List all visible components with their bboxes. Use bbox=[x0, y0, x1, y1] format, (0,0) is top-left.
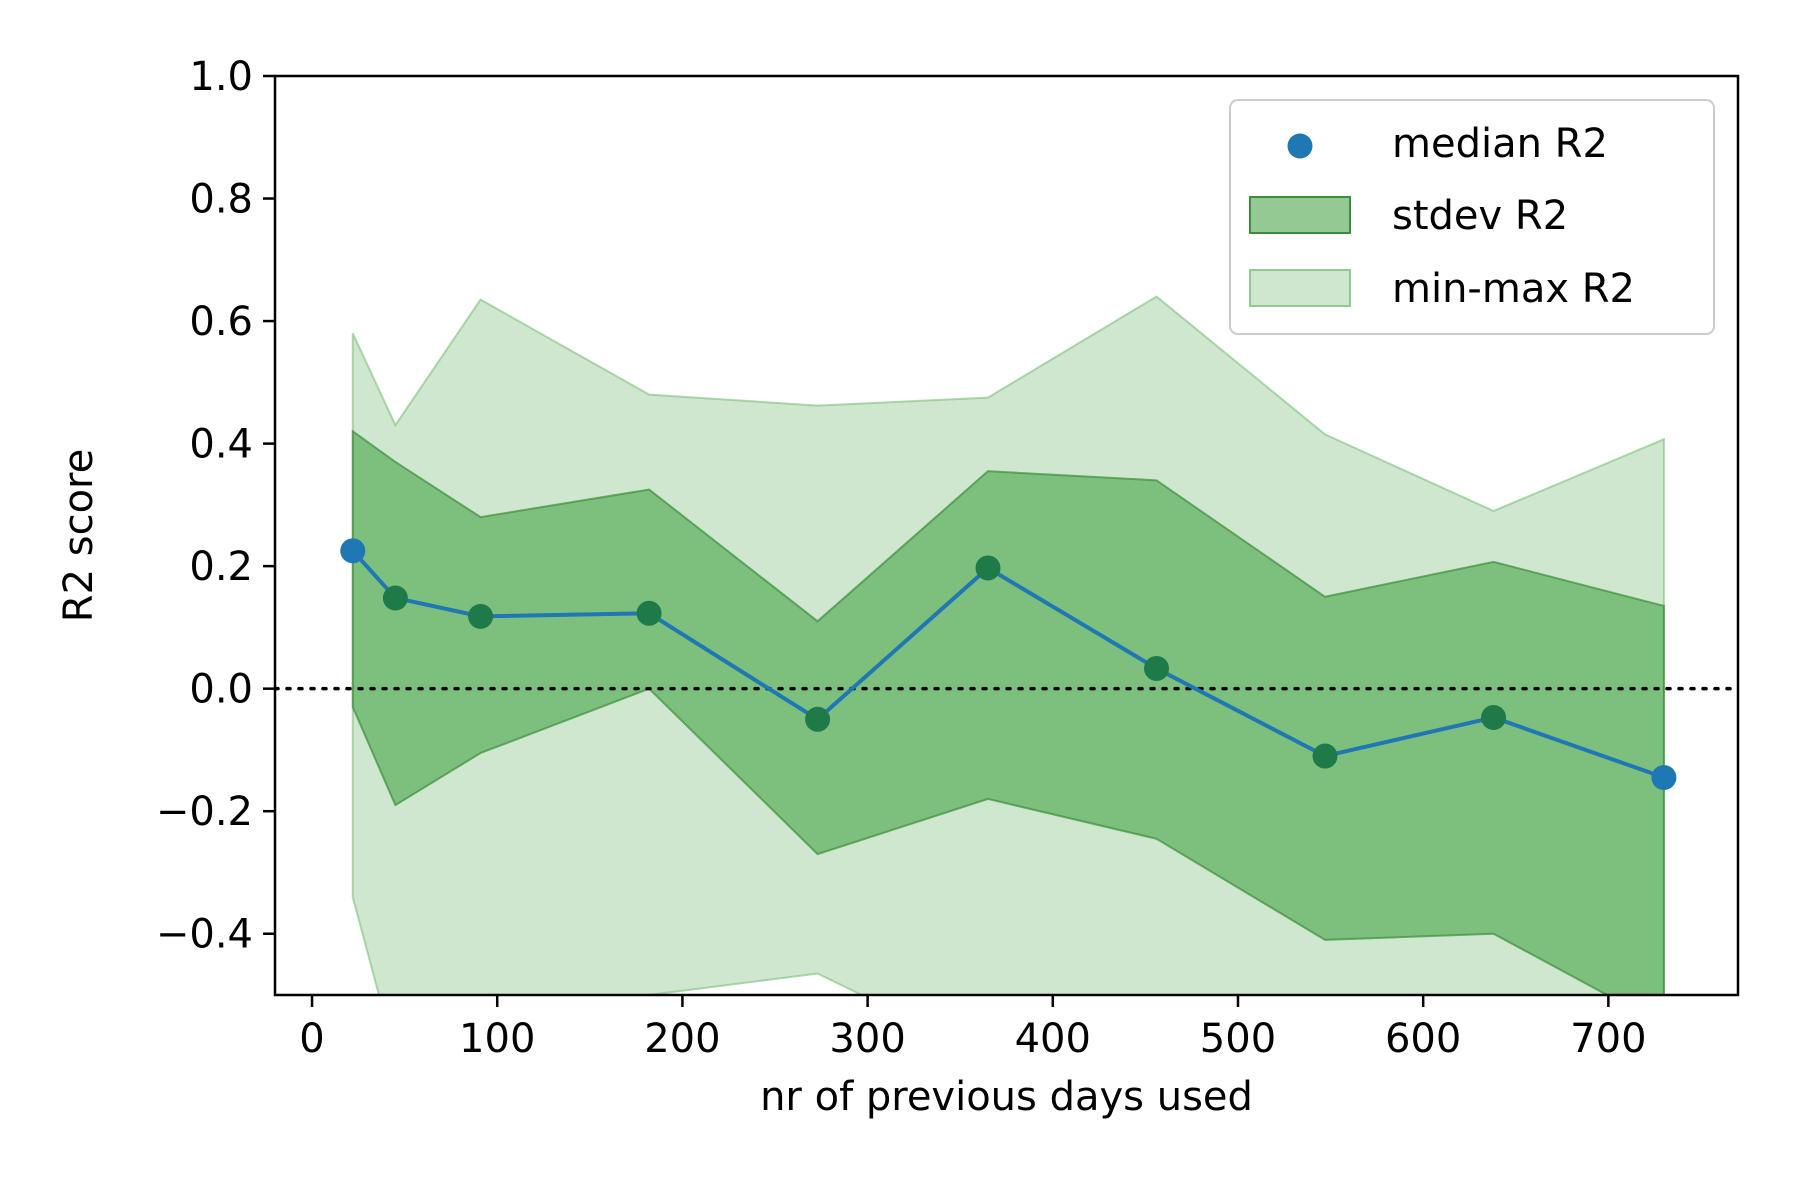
y-tick-label: 0.0 bbox=[189, 667, 253, 713]
median-point bbox=[975, 555, 1001, 581]
legend-median-marker bbox=[1287, 133, 1313, 159]
x-tick-label: 300 bbox=[829, 1016, 905, 1062]
x-tick-label: 0 bbox=[299, 1016, 324, 1062]
median-line bbox=[351, 549, 1665, 780]
median-series bbox=[340, 538, 1677, 791]
median-point bbox=[805, 706, 831, 732]
x-tick-label: 400 bbox=[1015, 1016, 1091, 1062]
median-point bbox=[1481, 704, 1507, 730]
x-tick-label: 600 bbox=[1385, 1016, 1461, 1062]
legend-label: min-max R2 bbox=[1392, 266, 1635, 312]
axes: 0 100 200 300 400 500 600 700 −0.4 −0.2 0.0 0.2 0.4 0… bbox=[156, 54, 1740, 1062]
x-axis-label: nr of previous days used bbox=[760, 1074, 1253, 1120]
median-point bbox=[636, 600, 662, 626]
median-point bbox=[1144, 655, 1170, 681]
median-point bbox=[340, 538, 366, 564]
stdev-band bbox=[351, 429, 1665, 995]
x-tick-label: 200 bbox=[644, 1016, 720, 1062]
legend-label: median R2 bbox=[1392, 121, 1608, 167]
legend-minmax-swatch bbox=[1249, 269, 1351, 307]
median-point bbox=[468, 603, 494, 629]
y-tick-label: −0.2 bbox=[156, 789, 253, 835]
y-tick-label: 0.2 bbox=[189, 544, 253, 590]
median-point bbox=[382, 585, 408, 611]
y-tick-label: −0.4 bbox=[156, 912, 253, 958]
bands bbox=[351, 295, 1665, 995]
y-tick-label: 0.6 bbox=[189, 299, 253, 345]
median-point bbox=[1312, 743, 1338, 769]
y-tick-label: 1.0 bbox=[189, 54, 253, 100]
y-tick-label: 0.4 bbox=[189, 422, 253, 468]
legend-label: stdev R2 bbox=[1392, 193, 1568, 239]
legend: median R2 stdev R2 min-max R2 bbox=[1229, 99, 1715, 335]
median-point bbox=[1651, 765, 1677, 791]
legend-stdev-swatch bbox=[1249, 196, 1351, 234]
x-tick-label: 700 bbox=[1570, 1016, 1646, 1062]
x-tick-label: 100 bbox=[459, 1016, 535, 1062]
plot-frame bbox=[273, 74, 1740, 997]
y-tick-label: 0.8 bbox=[189, 177, 253, 223]
x-tick-label: 500 bbox=[1200, 1016, 1276, 1062]
y-axis-label: R2 score bbox=[56, 449, 102, 622]
